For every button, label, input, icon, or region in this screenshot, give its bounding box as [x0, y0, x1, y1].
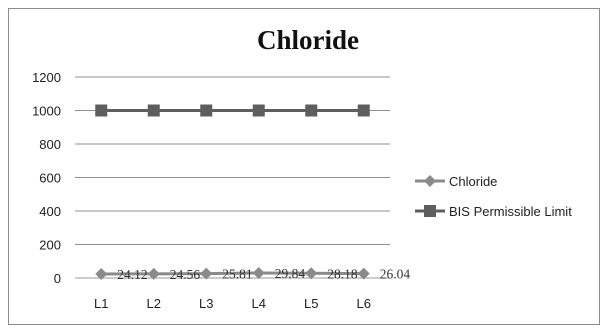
x-tick-label: L5	[304, 296, 318, 311]
data-point	[357, 267, 370, 280]
data-point	[200, 267, 213, 280]
y-tick-label: 200	[39, 238, 61, 253]
data-point	[95, 104, 108, 117]
y-tick-label: 800	[39, 137, 61, 152]
data-label: 24.12	[117, 267, 147, 282]
data-label: 28.18	[327, 266, 358, 281]
y-tick-label: 1000	[32, 104, 61, 119]
y-tick-label: 1200	[32, 70, 61, 85]
y-tick-label: 0	[54, 271, 61, 286]
legend-marker	[424, 175, 436, 187]
data-point	[357, 104, 370, 117]
x-tick-label: L4	[252, 296, 266, 311]
y-tick-label: 400	[39, 204, 61, 219]
data-point	[252, 104, 265, 117]
x-tick-label: L1	[94, 296, 108, 311]
x-tick-label: L2	[147, 296, 161, 311]
legend-label: BIS Permissible Limit	[449, 204, 572, 219]
data-point	[147, 104, 160, 117]
legend-label: Chloride	[449, 174, 497, 189]
data-point	[95, 267, 108, 280]
data-label: 24.56	[170, 267, 201, 282]
data-point	[200, 104, 213, 117]
x-tick-label: L3	[199, 296, 213, 311]
series-line	[101, 271, 364, 276]
data-point	[305, 267, 318, 280]
chart-title: Chloride	[257, 25, 359, 55]
data-point	[147, 267, 160, 280]
data-point	[252, 267, 265, 280]
x-tick-label: L6	[357, 296, 371, 311]
data-label: 26.04	[380, 267, 411, 282]
y-tick-label: 600	[39, 171, 61, 186]
data-point	[305, 104, 318, 117]
data-label: 29.84	[275, 266, 306, 281]
data-label: 25.81	[222, 267, 252, 282]
legend-marker	[424, 205, 436, 217]
